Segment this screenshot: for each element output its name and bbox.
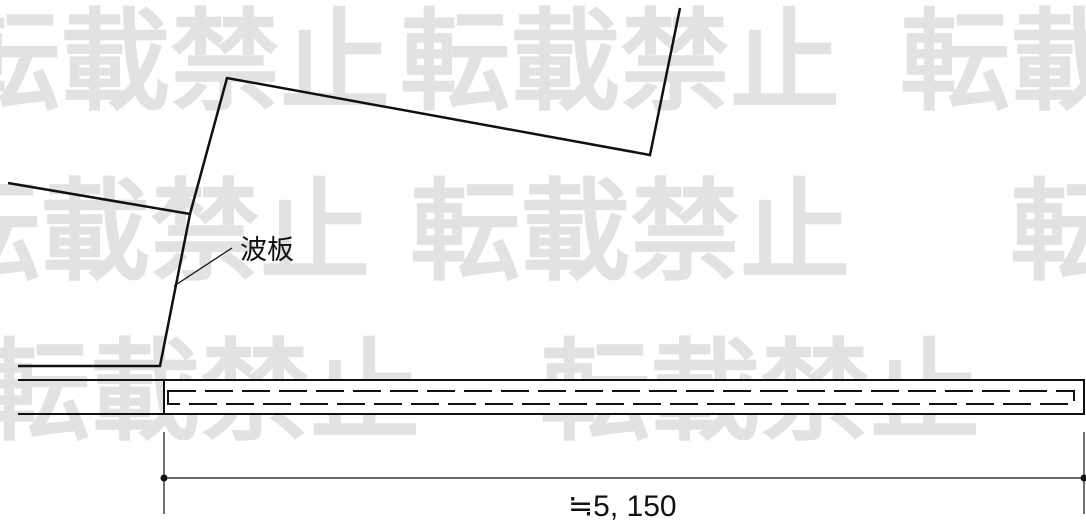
corrugated-sheet-outline xyxy=(7,7,682,216)
dimension-dot-right xyxy=(1080,474,1086,482)
base-inner-dashed-rect xyxy=(167,390,1075,405)
watermark-text: 転載禁止 xyxy=(1010,168,1086,296)
watermark-layer: 転載禁止 転載禁止 転載禁止 転載禁止 転載禁止 転載禁止 転載禁止 転載禁止 xyxy=(0,0,1086,456)
base-outer-rect xyxy=(163,379,1085,415)
watermark-text: 転載禁止 xyxy=(900,0,1086,126)
watermark-text: 転載禁止 xyxy=(0,0,390,126)
watermark-text: 転載禁止 xyxy=(410,168,850,296)
dimension-dot-left xyxy=(160,474,168,482)
callout-label: 波板 xyxy=(240,235,294,265)
watermark-text: 転載禁止 xyxy=(400,0,840,126)
base-member xyxy=(18,379,1085,415)
dimension: ≒5, 150 xyxy=(160,432,1086,523)
dimension-label: ≒5, 150 xyxy=(568,490,677,523)
watermark-text: 転載禁止 xyxy=(0,168,370,296)
corrugated-sheet-lower-outline xyxy=(18,213,192,368)
callout-leader-line xyxy=(173,247,233,287)
